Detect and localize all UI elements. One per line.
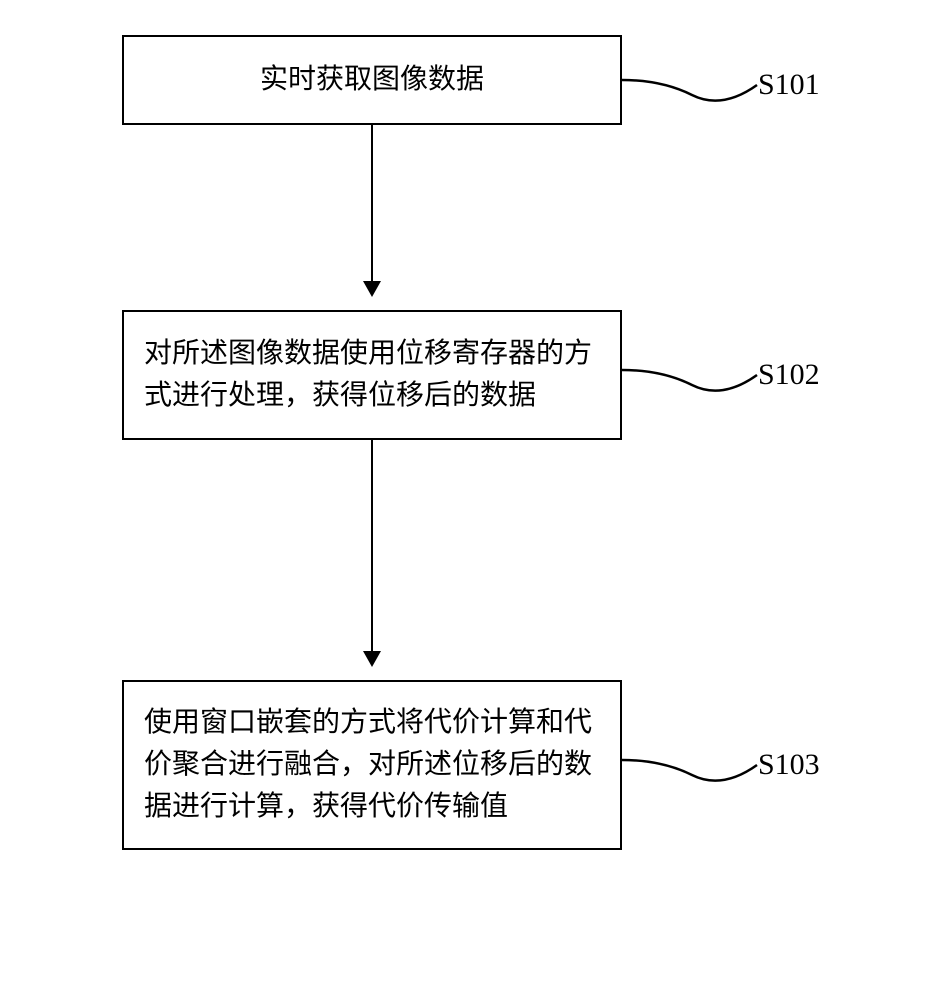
step-text: 实时获取图像数据 xyxy=(260,59,484,101)
flowchart-step-3: 使用窗口嵌套的方式将代价计算和代价聚合进行融合，对所述位移后的数据进行计算，获得… xyxy=(122,680,622,850)
step-label-1: S101 xyxy=(758,68,820,102)
arrow-1-to-2 xyxy=(371,125,373,295)
flowchart-step-1: 实时获取图像数据 xyxy=(122,35,622,125)
flowchart-container: 实时获取图像数据 S101 对所述图像数据使用位移寄存器的方式进行处理，获得位移… xyxy=(0,0,936,1000)
arrow-2-to-3 xyxy=(371,440,373,665)
step-label-3: S103 xyxy=(758,748,820,782)
connector-2 xyxy=(622,350,762,400)
connector-1 xyxy=(622,60,762,110)
step-text: 使用窗口嵌套的方式将代价计算和代价聚合进行融合，对所述位移后的数据进行计算，获得… xyxy=(144,702,600,828)
step-label-2: S102 xyxy=(758,358,820,392)
step-text: 对所述图像数据使用位移寄存器的方式进行处理，获得位移后的数据 xyxy=(144,333,600,417)
connector-3 xyxy=(622,740,762,790)
flowchart-step-2: 对所述图像数据使用位移寄存器的方式进行处理，获得位移后的数据 xyxy=(122,310,622,440)
